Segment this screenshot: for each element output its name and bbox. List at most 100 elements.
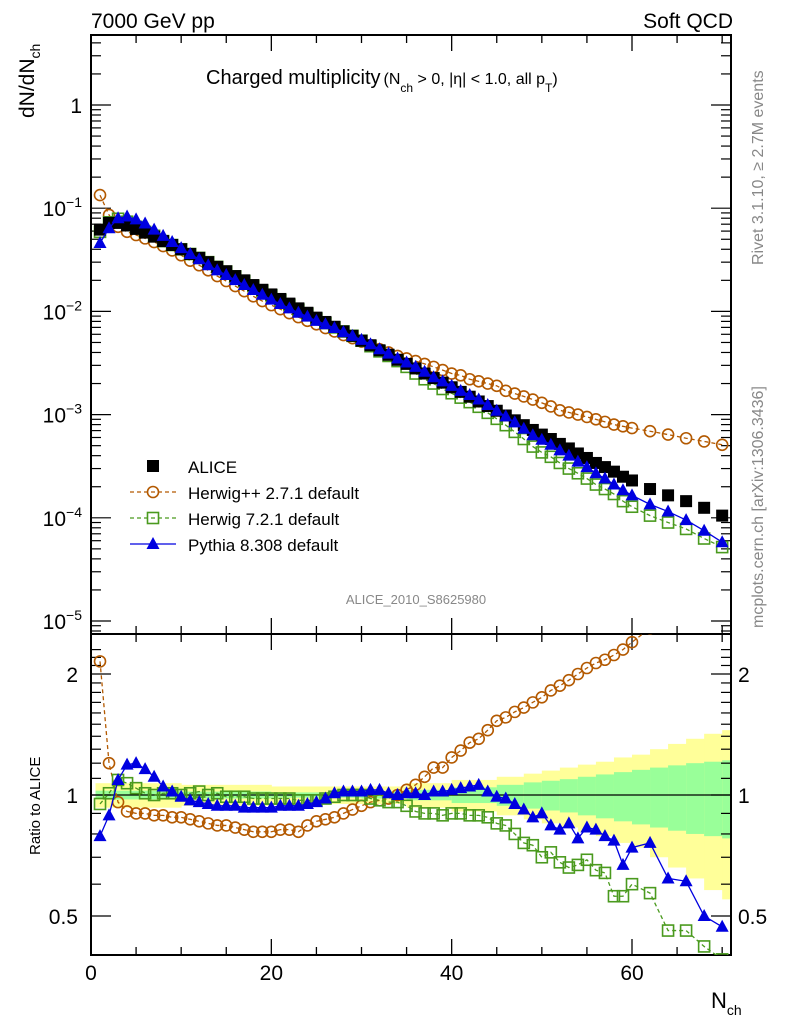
- ratio-point: [409, 805, 422, 818]
- mcplots-text: mcplots.cern.ch [arXiv:1306.3436]: [750, 386, 767, 628]
- ratio-point: [517, 802, 531, 815]
- ratio-point: [616, 857, 630, 870]
- ratio-point: [661, 924, 675, 937]
- ratio-point: [715, 953, 729, 955]
- ratio-point: [102, 756, 116, 770]
- legend-item: ALICE: [147, 458, 237, 477]
- data-point: [598, 461, 611, 474]
- data-point: [364, 337, 378, 350]
- ratio-point: [553, 822, 567, 835]
- ratio-point: [663, 610, 674, 621]
- ratio-point: [274, 823, 287, 836]
- data-point: [607, 418, 621, 431]
- ratio-point: [165, 784, 179, 797]
- data-point: [382, 346, 396, 359]
- data-point: [643, 509, 657, 522]
- tick-exponent: −5: [66, 607, 82, 623]
- legend: ALICE Herwig++ 2.7.1 default Herwig 7.2.1 …: [130, 458, 359, 555]
- data-point: [427, 370, 441, 383]
- data-point: [246, 283, 260, 296]
- ratio-point: [283, 823, 296, 836]
- data-point: [715, 535, 729, 548]
- ratio-point: [436, 761, 449, 774]
- data-point: [282, 301, 296, 314]
- data-point: [589, 466, 603, 479]
- legend-item: Herwig++ 2.7.1 default: [130, 484, 359, 503]
- ratio-point: [472, 732, 486, 746]
- legend-marker: [146, 537, 160, 549]
- axes: [90, 34, 732, 956]
- ratio-point: [210, 786, 224, 800]
- data-point: [138, 216, 152, 229]
- ratio-point: [562, 673, 576, 687]
- ratio-point: [598, 829, 612, 842]
- data-point: [201, 258, 215, 271]
- ratio-point: [102, 808, 116, 821]
- data-point: [327, 321, 341, 334]
- data-point: [643, 497, 657, 510]
- data-point: [139, 226, 152, 239]
- title-cond-c: ): [552, 71, 557, 88]
- stat-uncertainty-band: [632, 769, 651, 825]
- data-point: [463, 372, 477, 386]
- data-point: [129, 212, 143, 225]
- analysis-watermark: ALICE_2010_S8625980: [346, 592, 486, 607]
- ratio-y-tick-label-right: 2: [738, 664, 750, 687]
- ratio-point: [129, 807, 143, 820]
- data-point: [291, 305, 305, 318]
- data-point: [463, 387, 477, 400]
- ratio-point: [309, 795, 323, 808]
- plot-title: Charged multiplicity (Nch > 0, |η| < 1.0,…: [206, 67, 558, 95]
- data-point: [391, 351, 405, 364]
- data-point: [661, 504, 675, 517]
- ratio-point: [147, 769, 161, 782]
- data-point: [535, 432, 549, 445]
- ratio-point: [589, 863, 603, 877]
- data-point: [580, 410, 594, 424]
- data-point: [517, 390, 531, 403]
- ratio-point: [174, 789, 188, 802]
- data-point: [616, 483, 630, 496]
- legend-label: ALICE: [188, 458, 237, 477]
- x-label-sub: ch: [727, 1002, 742, 1018]
- ratio-y-axis-label: Ratio to ALICE: [27, 757, 44, 855]
- stat-uncertainty-band: [722, 760, 732, 839]
- ratio-point: [580, 820, 594, 833]
- data-point: [481, 377, 495, 390]
- ratio-point: [129, 756, 143, 769]
- ratio-point: [699, 586, 710, 597]
- data-point: [508, 415, 522, 428]
- data-point: [174, 241, 188, 254]
- ratio-point: [147, 788, 161, 802]
- data-point: [273, 296, 287, 309]
- ratio-point: [256, 825, 269, 839]
- data-point: [662, 489, 675, 502]
- ratio-point: [147, 809, 161, 822]
- tick-base: 10: [43, 405, 66, 428]
- ratio-point: [454, 744, 467, 757]
- ratio-point: [625, 635, 639, 649]
- data-point: [300, 309, 314, 322]
- series-pythia-8-308-default: [93, 209, 729, 548]
- stat-uncertainty-band: [559, 779, 579, 813]
- ratio-point: [607, 889, 621, 903]
- stat-uncertainty-band: [650, 767, 669, 828]
- legend-marker: [146, 511, 160, 525]
- ratio-point: [562, 816, 576, 829]
- ratio-point: [607, 833, 621, 846]
- data-point: [255, 287, 269, 300]
- ratio-point: [679, 874, 693, 887]
- data-point: [373, 342, 387, 355]
- data-point: [562, 442, 575, 455]
- data-point: [210, 263, 224, 276]
- main-y-tick-label: 1: [70, 95, 82, 118]
- title-cond-a: (N: [384, 71, 401, 88]
- legend-marker: [146, 485, 160, 499]
- data-point: [616, 470, 629, 483]
- ratio-point: [192, 815, 206, 828]
- title-cond-a-sub: ch: [400, 81, 413, 95]
- ratio-point: [616, 889, 630, 903]
- data-point: [715, 438, 729, 452]
- ratio-point: [571, 667, 585, 681]
- ratio-point: [526, 838, 540, 852]
